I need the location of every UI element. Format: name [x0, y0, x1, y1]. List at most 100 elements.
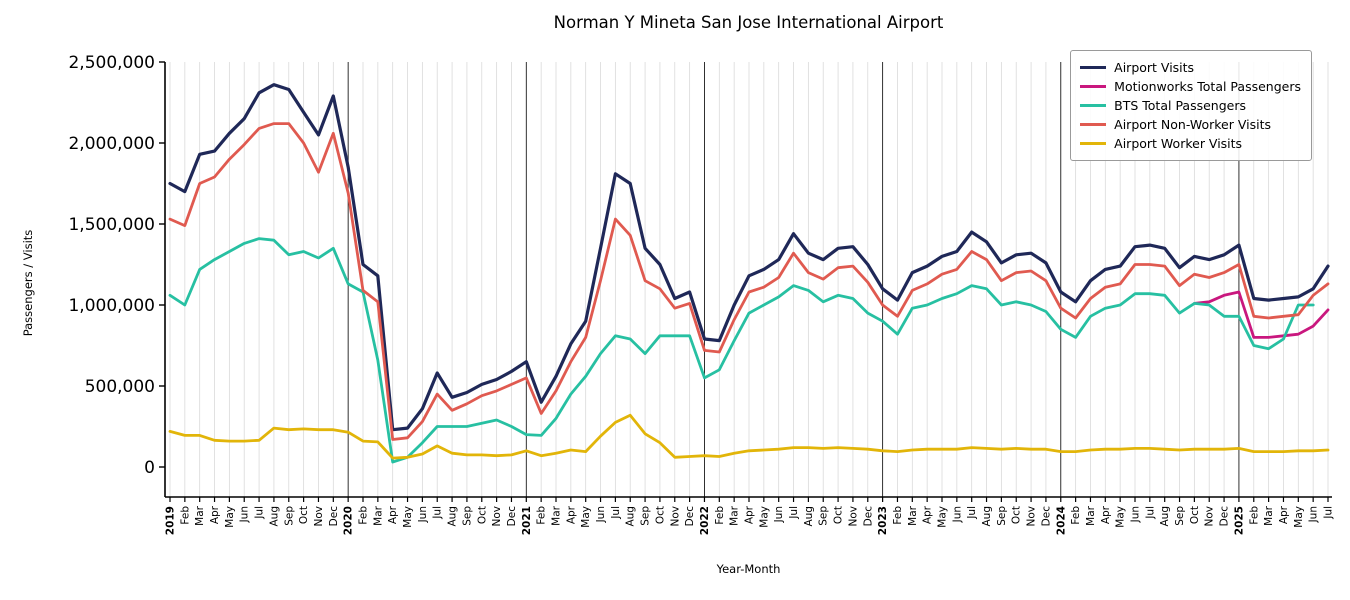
x-tick-label: Apr [1100, 505, 1112, 524]
x-tick-label: Dec [684, 506, 696, 527]
x-tick-label: May [402, 506, 414, 528]
x-tick-label: Aug [447, 506, 459, 527]
y-tick-label: 1,500,000 [68, 215, 155, 235]
x-tick-label: May [758, 506, 770, 528]
x-tick-label: Dec [1219, 506, 1231, 527]
x-tick-label: 2021 [521, 506, 533, 535]
x-tick-label: Dec [862, 506, 874, 527]
legend-item-bts-total-passengers: BTS Total Passengers [1080, 96, 1301, 115]
x-tick-label: Mar [194, 505, 206, 525]
x-tick-label: 2022 [699, 506, 711, 535]
series-line-airport-visits [168, 83, 1330, 432]
x-tick-label: Apr [565, 505, 577, 524]
legend-item-airport-worker-visits: Airport Worker Visits [1080, 134, 1301, 153]
x-tick-label: Nov [491, 506, 503, 527]
legend-label: Airport Non-Worker Visits [1114, 117, 1271, 132]
x-tick-label: Aug [803, 506, 815, 527]
chart-title: Norman Y Mineta San Jose International A… [553, 13, 944, 32]
x-tick-label: Aug [1159, 506, 1171, 527]
x-tick-label: Apr [922, 505, 934, 524]
x-tick-label: Jul [1144, 506, 1156, 520]
legend-swatch-airport-non-worker-visits [1080, 122, 1107, 127]
legend-swatch-airport-visits [1080, 65, 1107, 70]
x-tick-label: Mar [729, 505, 741, 525]
x-tick-label: Sep [818, 506, 830, 526]
x-tick-label: Jun [951, 506, 963, 523]
x-tick-label: Feb [536, 506, 548, 525]
legend-item-motionworks-total-passengers: Motionworks Total Passengers [1080, 77, 1301, 96]
x-tick-label: Mar [551, 505, 563, 525]
x-tick-label: May [1115, 506, 1127, 528]
legend-swatch-motionworks-total-passengers [1080, 84, 1107, 89]
x-tick-label: Jun [773, 506, 785, 523]
x-tick-label: 2019 [165, 506, 177, 535]
x-tick-label: Sep [283, 506, 295, 526]
y-tick-label: 2,000,000 [68, 134, 155, 154]
x-tick-label: 2024 [1055, 506, 1067, 535]
x-tick-label: Oct [654, 506, 666, 524]
x-tick-label: Oct [833, 506, 845, 524]
x-tick-label: Oct [298, 506, 310, 524]
x-tick-label: Mar [1263, 505, 1275, 525]
y-axis-label: Passengers / Visits [21, 229, 35, 337]
series-line-bts-total-passengers [168, 237, 1315, 464]
x-tick-label: Oct [476, 506, 488, 524]
x-tick-label: Apr [744, 505, 756, 524]
x-tick-label: Jul [966, 506, 978, 520]
x-tick-label: Oct [1011, 506, 1023, 524]
y-tick-label: 2,500,000 [68, 53, 155, 73]
x-tick-label: Feb [179, 506, 191, 525]
legend: Airport Visits Motionworks Total Passenge… [1070, 50, 1312, 161]
x-tick-label: Aug [268, 506, 280, 527]
x-tick-label: Jun [595, 506, 607, 523]
legend-label: BTS Total Passengers [1114, 98, 1246, 113]
x-tick-label: 2023 [877, 506, 889, 535]
x-tick-label: Sep [461, 506, 473, 526]
x-tick-label: Jul [254, 506, 266, 520]
x-tick-label: Jun [239, 506, 251, 523]
y-tick-label: 0 [144, 458, 155, 478]
x-tick-label: May [580, 506, 592, 528]
x-tick-label: Nov [313, 506, 325, 527]
legend-swatch-airport-worker-visits [1080, 141, 1107, 146]
x-tick-label: Nov [669, 506, 681, 527]
x-tick-label: Sep [1174, 506, 1186, 526]
legend-label: Airport Visits [1114, 60, 1195, 75]
x-tick-label: Feb [1248, 506, 1260, 525]
x-tick-label: Jun [1130, 506, 1142, 523]
x-tick-label: Dec [1040, 506, 1052, 527]
legend-item-airport-visits: Airport Visits [1080, 58, 1301, 77]
x-tick-label: Aug [625, 506, 637, 527]
series-line-airport-non-worker-visits [168, 122, 1330, 441]
x-tick-label: Feb [714, 506, 726, 525]
legend-label: Airport Worker Visits [1114, 136, 1243, 151]
x-tick-label: Nov [847, 506, 859, 527]
x-tick-label: Jul [432, 506, 444, 520]
x-tick-label: May [224, 506, 236, 528]
y-tick-label: 1,000,000 [68, 296, 155, 316]
x-tick-label: 2020 [343, 506, 355, 535]
x-tick-label: May [1293, 506, 1305, 528]
x-tick-label: Feb [358, 506, 370, 525]
x-tick-label: Apr [387, 505, 399, 524]
x-tick-label: Jun [417, 506, 429, 523]
y-tick-label: 500,000 [85, 377, 155, 397]
x-tick-label: 2025 [1233, 506, 1245, 535]
x-tick-label: Aug [981, 506, 993, 527]
x-tick-label: Apr [1278, 505, 1290, 524]
x-tick-label: Dec [328, 506, 340, 527]
x-tick-label: Sep [996, 506, 1008, 526]
series-line-airport-worker-visits [168, 413, 1330, 460]
x-tick-label: Oct [1189, 506, 1201, 524]
x-tick-label: May [937, 506, 949, 528]
x-tick-label: Sep [640, 506, 652, 526]
x-tick-label: Apr [209, 505, 221, 524]
x-tick-label: Jul [610, 506, 622, 520]
legend-swatch-bts-total-passengers [1080, 103, 1107, 108]
x-tick-label: Mar [907, 505, 919, 525]
legend-label: Motionworks Total Passengers [1114, 79, 1301, 94]
x-tick-label: Feb [892, 506, 904, 525]
x-tick-label: Jul [1323, 506, 1335, 520]
x-tick-label: Nov [1204, 506, 1216, 527]
